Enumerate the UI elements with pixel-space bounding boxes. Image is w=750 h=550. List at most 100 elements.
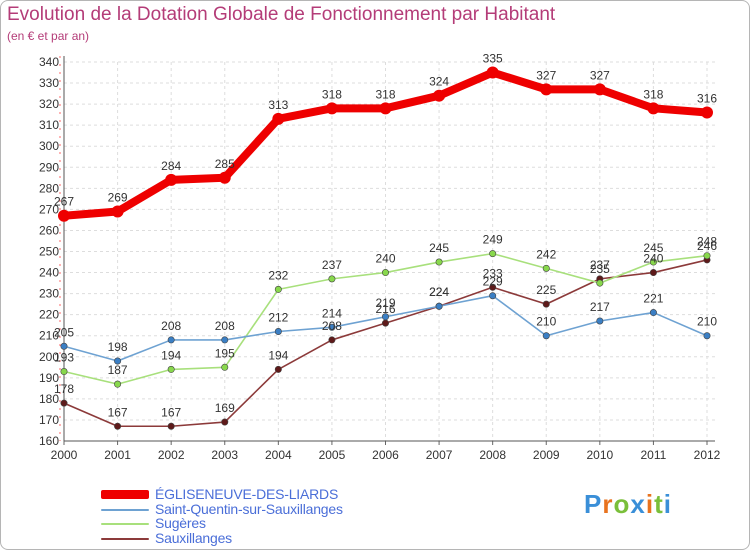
data-label: 214: [322, 306, 342, 320]
x-tick-label: 2000: [51, 448, 78, 462]
y-tick-label: 220: [39, 308, 59, 322]
data-label: 327: [536, 68, 556, 82]
data-label: 205: [54, 325, 74, 339]
y-tick-label: 340: [39, 55, 59, 69]
y-tick-label: 190: [39, 371, 59, 385]
data-label: 242: [536, 247, 556, 261]
data-point: [593, 83, 606, 96]
data-label: 224: [429, 285, 449, 299]
y-tick-label: 230: [39, 287, 59, 301]
x-tick-label: 2002: [158, 448, 185, 462]
legend-swatch: [101, 490, 149, 499]
data-point: [328, 323, 336, 331]
chart-subtitle: (en € et par an): [7, 29, 90, 43]
data-point: [435, 258, 443, 266]
y-tick-label: 160: [39, 434, 59, 448]
data-label: 229: [483, 275, 503, 289]
data-point: [274, 328, 282, 336]
data-point: [167, 365, 175, 373]
data-label: 208: [322, 319, 342, 333]
data-point: [167, 422, 175, 430]
data-label: 240: [643, 252, 663, 266]
data-point: [649, 309, 657, 317]
logo-letter: x: [630, 489, 646, 519]
data-point: [703, 332, 711, 340]
y-tick-label: 210: [39, 329, 59, 343]
data-label: 210: [697, 315, 717, 329]
data-label: 240: [375, 252, 395, 266]
data-label: 313: [268, 98, 288, 112]
data-point: [114, 422, 122, 430]
y-tick-label: 270: [39, 202, 59, 216]
data-label: 224: [429, 285, 449, 299]
x-tick-label: 2010: [586, 448, 613, 462]
data-label: 237: [322, 258, 342, 272]
y-tick-label: 260: [39, 223, 59, 237]
logo-letter: i: [663, 489, 672, 519]
y-tick-label: 310: [39, 118, 59, 132]
data-point: [489, 283, 497, 291]
y-tick-label: 180: [39, 392, 59, 406]
data-label: 216: [375, 302, 395, 316]
data-label: 248: [697, 235, 717, 249]
x-tick-label: 2008: [479, 448, 506, 462]
legend-label: Saint-Quentin-sur-Sauxillanges: [155, 500, 343, 517]
x-tick-label: 2012: [694, 448, 721, 462]
x-tick-label: 2006: [372, 448, 399, 462]
data-label: 318: [375, 87, 395, 101]
y-tick-label: 300: [39, 139, 59, 153]
data-point: [381, 319, 389, 327]
data-point: [221, 363, 229, 371]
data-label: 194: [268, 348, 288, 362]
data-point: [703, 252, 711, 260]
data-label: 246: [697, 239, 717, 253]
data-point: [542, 332, 550, 340]
data-label: 318: [322, 87, 342, 101]
data-label: 187: [108, 363, 128, 377]
data-point: [325, 102, 338, 115]
data-label: 210: [536, 315, 556, 329]
data-point: [165, 173, 178, 186]
logo-letter: o: [613, 489, 631, 519]
data-point: [381, 269, 389, 277]
data-point: [379, 102, 392, 115]
data-label: 217: [590, 300, 610, 314]
data-point: [542, 264, 550, 272]
data-label: 167: [108, 405, 128, 419]
logo-letter: r: [602, 489, 614, 519]
data-point: [274, 365, 282, 373]
data-point: [328, 275, 336, 283]
x-tick-label: 2001: [104, 448, 131, 462]
data-point: [647, 102, 660, 115]
data-point: [218, 171, 231, 184]
data-label: 208: [215, 319, 235, 333]
data-point: [60, 342, 68, 350]
data-label: 195: [215, 346, 235, 360]
data-label: 249: [483, 233, 503, 247]
data-point: [381, 313, 389, 321]
data-point: [328, 336, 336, 344]
data-label: 194: [161, 348, 181, 362]
x-tick-label: 2009: [533, 448, 560, 462]
data-point: [649, 258, 657, 266]
legend-swatch: [101, 508, 149, 511]
data-point: [486, 66, 499, 79]
data-label: 208: [161, 319, 181, 333]
data-label: 232: [268, 268, 288, 282]
data-point: [596, 317, 604, 325]
logo-letter: t: [654, 489, 664, 519]
y-tick-label: 280: [39, 181, 59, 195]
data-point: [542, 300, 550, 308]
data-point: [221, 418, 229, 426]
data-label: 318: [643, 87, 663, 101]
data-point: [272, 112, 285, 125]
data-label: 198: [108, 340, 128, 354]
x-tick-label: 2007: [426, 448, 453, 462]
x-tick-label: 2004: [265, 448, 292, 462]
data-point: [221, 336, 229, 344]
legend-swatch: [101, 523, 149, 525]
data-label: 285: [215, 157, 235, 171]
data-label: 269: [108, 190, 128, 204]
